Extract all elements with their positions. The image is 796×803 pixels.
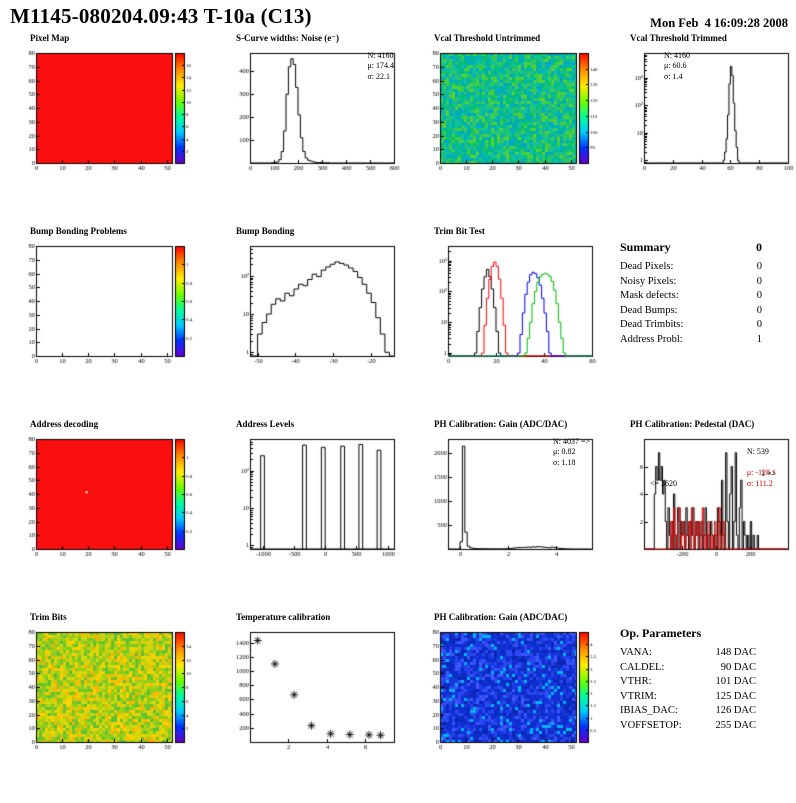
summary-row-value: 0 xyxy=(756,319,762,330)
summary-row-label: Dead Trimbits: xyxy=(620,319,684,330)
op-parameters-panel: Op. Parameters VANA: 148 DAC CALDEL: 90 DA… xyxy=(608,610,794,803)
summary-row: Dead Trimbits: 0 xyxy=(620,318,762,333)
summary-row-label: Mask defects: xyxy=(620,290,679,301)
page-title: M1145-080204.09:43 T-10a (C13) xyxy=(10,4,312,28)
op-parameter-row: CALDEL: 90 DAC xyxy=(620,661,756,676)
summary-row: Dead Bumps: 0 xyxy=(620,304,762,319)
timestamp: Mon Feb 4 16:09:28 2008 xyxy=(650,16,788,30)
stats-box: N: 539 μ: -128.1 σ: 111.2 xyxy=(747,437,776,499)
ph-gain-map-plot: PH Calibration: Gain (ADC/DAC) xyxy=(412,610,608,803)
plot-title: Vcal Threshold Trimmed xyxy=(630,33,727,43)
vcal-trimmed-canvas xyxy=(614,45,796,179)
overflow-annotation: 1 => xyxy=(760,469,776,478)
plot-title: S-Curve widths: Noise (e⁻) xyxy=(236,33,339,43)
plot-title: Pixel Map xyxy=(30,33,70,43)
plot-title: PH Calibration: Pedestal (DAC) xyxy=(630,419,755,429)
op-parameters-header: Op. Parameters xyxy=(620,626,756,641)
stats-box: N: 4160 μ: 174.4 σ: 22.1 xyxy=(367,51,394,81)
summary-row-label: Dead Bumps: xyxy=(620,304,678,316)
summary-total: 0 xyxy=(756,240,762,254)
stats-entries: N: 539 xyxy=(746,447,769,457)
summary-row: Dead Pixels: 0 xyxy=(620,260,762,275)
op-parameter-row: VTRIM: 125 DAC xyxy=(620,690,756,705)
stats-box: N: 4160 μ: 60.6 σ: 1.4 xyxy=(664,51,690,81)
vcal-trimmed-plot: Vcal Threshold Trimmed N: 4160 μ: 60.6 σ… xyxy=(608,31,796,224)
op-parameters-title: Op. Parameters xyxy=(620,626,702,640)
op-parameter-value: 125 DAC xyxy=(715,690,756,702)
op-parameter-row: IBIAS_DAC: 126 DAC xyxy=(620,704,756,719)
summary-row-value: 0 xyxy=(756,304,762,316)
summary-row: Address Probl: 1 xyxy=(620,333,762,348)
summary-row-value: 1 xyxy=(756,333,762,345)
op-parameter-label: VTRIM: xyxy=(620,690,657,702)
stats-box: N: 4037 => μ: 0.82 σ: 1.18 xyxy=(552,437,590,467)
pixel-map-plot: Pixel Map xyxy=(8,31,214,224)
summary-row-label: Address Probl: xyxy=(620,333,683,345)
address-levels-canvas xyxy=(220,431,404,565)
summary-row-value: 0 xyxy=(756,290,762,301)
plot-title: Address Levels xyxy=(236,419,295,429)
op-parameter-value: 255 DAC xyxy=(715,719,756,731)
op-parameter-value: 101 DAC xyxy=(715,676,756,687)
summary-row-value: 0 xyxy=(756,261,762,272)
op-parameter-label: VANA: xyxy=(620,647,652,658)
op-parameter-label: CALDEL: xyxy=(620,661,665,673)
op-parameter-row: VOFFSETOP: 255 DAC xyxy=(620,719,756,734)
summary-panel: Summary 0 Dead Pixels: 0 Noisy Pixels: 0 M… xyxy=(608,224,794,417)
plot-title: Trim Bits xyxy=(30,612,67,622)
plot-title: Bump Bonding xyxy=(236,226,295,236)
plot-title: Vcal Threshold Untrimmed xyxy=(434,33,541,43)
op-parameter-label: VTHR: xyxy=(620,676,652,687)
op-parameter-label: IBIAS_DAC: xyxy=(620,705,678,716)
summary-row-label: Noisy Pixels: xyxy=(620,275,677,287)
address-decoding-plot: Address decoding xyxy=(8,417,214,610)
op-parameter-row: VTHR: 101 DAC xyxy=(620,675,756,690)
address-decoding-canvas xyxy=(14,431,198,565)
bump-bonding-problems-canvas xyxy=(14,238,198,372)
summary-row-value: 0 xyxy=(756,275,762,287)
trim-bit-test-plot: Trim Bit Test xyxy=(412,224,608,417)
op-parameter-value: 148 DAC xyxy=(715,647,756,658)
summary-row: Mask defects: 0 xyxy=(620,289,762,304)
ph-gain-hist-canvas xyxy=(418,431,602,565)
scurve-noise-plot: S-Curve widths: Noise (e⁻) N: 4160 μ: 17… xyxy=(214,31,412,224)
scurve-noise-canvas xyxy=(220,45,404,179)
plot-title: Bump Bonding Problems xyxy=(30,226,127,236)
op-parameter-value: 126 DAC xyxy=(715,705,756,716)
underflow-annotation: <= 3620 xyxy=(650,479,678,488)
stats-mean-sigma: μ: -128.1 σ: 111.2 xyxy=(746,468,776,488)
plot-title: PH Calibration: Gain (ADC/DAC) xyxy=(434,612,568,622)
bump-bonding-problems-plot: Bump Bonding Problems xyxy=(8,224,214,417)
summary-row-label: Dead Pixels: xyxy=(620,261,674,272)
ph-pedestal-canvas xyxy=(614,431,796,565)
vcal-untrimmed-plot: Vcal Threshold Untrimmed xyxy=(412,31,608,224)
plot-title: Temperature calibration xyxy=(236,612,331,622)
ph-pedestal-plot: PH Calibration: Pedestal (DAC) N: 539 μ:… xyxy=(608,417,796,610)
plot-title: Address decoding xyxy=(30,419,99,429)
plot-title: PH Calibration: Gain (ADC/DAC) xyxy=(434,419,568,429)
summary-title: Summary xyxy=(620,240,671,254)
vcal-untrimmed-canvas xyxy=(418,45,602,179)
temperature-calibration-canvas xyxy=(220,624,404,758)
op-parameter-label: VOFFSETOP: xyxy=(620,719,682,731)
trim-bits-plot: Trim Bits xyxy=(8,610,214,803)
op-parameter-row: VANA: 148 DAC xyxy=(620,646,756,661)
op-parameter-value: 90 DAC xyxy=(720,661,756,673)
plot-grid: Pixel Map S-Curve widths: Noise (e⁻) N: … xyxy=(0,31,796,803)
address-levels-plot: Address Levels xyxy=(214,417,412,610)
trim-bits-canvas xyxy=(14,624,198,758)
summary-row: Noisy Pixels: 0 xyxy=(620,275,762,290)
temperature-calibration-plot: Temperature calibration xyxy=(214,610,412,803)
plot-title: Trim Bit Test xyxy=(434,226,485,236)
trim-bit-test-canvas xyxy=(418,238,602,372)
ph-gain-map-canvas xyxy=(418,624,602,758)
summary-header: Summary 0 xyxy=(620,240,762,255)
bump-bonding-plot: Bump Bonding xyxy=(214,224,412,417)
ph-gain-hist-plot: PH Calibration: Gain (ADC/DAC) N: 4037 =… xyxy=(412,417,608,610)
pixel-map-canvas xyxy=(14,45,198,179)
bump-bonding-canvas xyxy=(220,238,404,372)
